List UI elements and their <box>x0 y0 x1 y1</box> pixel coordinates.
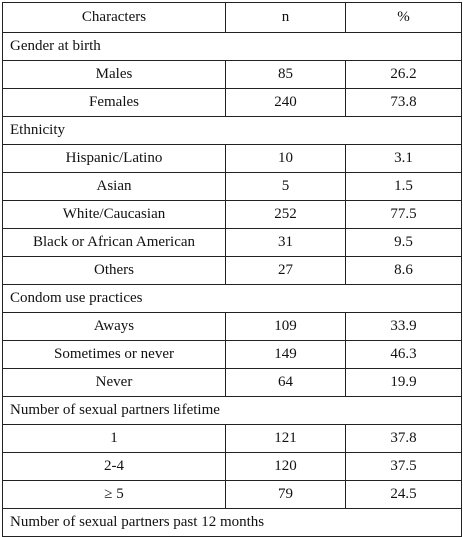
row-count: 240 <box>225 88 346 117</box>
section-title: Number of sexual partners past 12 months <box>2 508 462 537</box>
row-count: 64 <box>225 368 346 397</box>
table-row: Males 85 26.2 <box>2 60 462 89</box>
row-label: ≥ 5 <box>2 480 226 509</box>
column-header-n: n <box>225 2 346 33</box>
table-row: Asian 5 1.5 <box>2 172 462 201</box>
table-row: Never 64 19.9 <box>2 368 462 397</box>
row-count: 85 <box>225 60 346 89</box>
table-row: ≥ 5 79 24.5 <box>2 480 462 509</box>
row-percent: 46.3 <box>345 340 462 369</box>
section-title: Condom use practices <box>2 284 462 313</box>
row-count: 10 <box>225 144 346 173</box>
row-percent: 8.6 <box>345 256 462 285</box>
row-count: 79 <box>225 480 346 509</box>
row-percent: 24.5 <box>345 480 462 509</box>
row-label: White/Caucasian <box>2 200 226 229</box>
section-row: Condom use practices <box>2 284 462 313</box>
row-count: 252 <box>225 200 346 229</box>
row-count: 27 <box>225 256 346 285</box>
row-percent: 19.9 <box>345 368 462 397</box>
table-row: White/Caucasian 252 77.5 <box>2 200 462 229</box>
row-label: Others <box>2 256 226 285</box>
row-percent: 77.5 <box>345 200 462 229</box>
row-label: Asian <box>2 172 226 201</box>
table-row: Females 240 73.8 <box>2 88 462 117</box>
row-percent: 37.5 <box>345 452 462 481</box>
section-row: Ethnicity <box>2 116 462 145</box>
row-label: Males <box>2 60 226 89</box>
table-row: Others 27 8.6 <box>2 256 462 285</box>
table-row: 2-4 120 37.5 <box>2 452 462 481</box>
section-row: Number of sexual partners past 12 months <box>2 508 462 537</box>
column-header-characters: Characters <box>2 2 226 33</box>
section-title: Number of sexual partners lifetime <box>2 396 462 425</box>
table-row: Aways 109 33.9 <box>2 312 462 341</box>
row-label: Never <box>2 368 226 397</box>
row-percent: 33.9 <box>345 312 462 341</box>
row-count: 31 <box>225 228 346 257</box>
row-count: 5 <box>225 172 346 201</box>
header-row: Characters n % <box>2 2 462 33</box>
row-count: 120 <box>225 452 346 481</box>
row-label: 1 <box>2 424 226 453</box>
row-label: Females <box>2 88 226 117</box>
table-row: Black or African American 31 9.5 <box>2 228 462 257</box>
row-percent: 3.1 <box>345 144 462 173</box>
section-row: Number of sexual partners lifetime <box>2 396 462 425</box>
row-label: Aways <box>2 312 226 341</box>
section-title: Gender at birth <box>2 32 462 61</box>
row-count: 149 <box>225 340 346 369</box>
table-row: Hispanic/Latino 10 3.1 <box>2 144 462 173</box>
row-percent: 26.2 <box>345 60 462 89</box>
row-percent: 37.8 <box>345 424 462 453</box>
table-row: 1 121 37.8 <box>2 424 462 453</box>
row-label: Black or African American <box>2 228 226 257</box>
column-header-percent: % <box>345 2 462 33</box>
row-percent: 1.5 <box>345 172 462 201</box>
row-label: Hispanic/Latino <box>2 144 226 173</box>
row-label: Sometimes or never <box>2 340 226 369</box>
row-percent: 73.8 <box>345 88 462 117</box>
row-label: 2-4 <box>2 452 226 481</box>
row-count: 109 <box>225 312 346 341</box>
section-title: Ethnicity <box>2 116 462 145</box>
row-percent: 9.5 <box>345 228 462 257</box>
section-row: Gender at birth <box>2 32 462 61</box>
row-count: 121 <box>225 424 346 453</box>
table-row: Sometimes or never 149 46.3 <box>2 340 462 369</box>
